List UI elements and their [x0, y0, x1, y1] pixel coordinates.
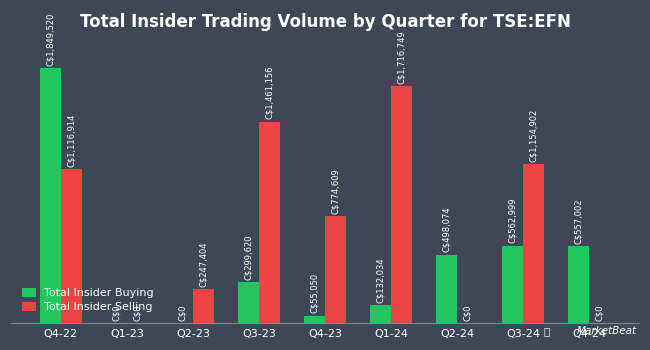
Title: Total Insider Trading Volume by Quarter for TSE:EFN: Total Insider Trading Volume by Quarter … [79, 13, 571, 30]
Text: C$247,404: C$247,404 [199, 241, 208, 287]
Bar [436, 254, 457, 323]
Bar [61, 169, 82, 323]
Bar [370, 305, 391, 323]
Bar [568, 246, 589, 323]
Text: C$132,034: C$132,034 [376, 257, 385, 303]
Bar [193, 289, 214, 323]
Legend: Total Insider Buying, Total Insider Selling: Total Insider Buying, Total Insider Sell… [17, 282, 160, 318]
Text: C$0: C$0 [178, 304, 187, 321]
Text: C$774,609: C$774,609 [331, 168, 340, 214]
Text: C$498,074: C$498,074 [442, 206, 451, 252]
Bar [304, 316, 325, 323]
Text: C$1,154,902: C$1,154,902 [529, 108, 538, 161]
Bar [40, 68, 61, 323]
Text: ⼿: ⼿ [543, 326, 549, 336]
Text: C$1,461,156: C$1,461,156 [265, 66, 274, 119]
Text: C$1,716,749: C$1,716,749 [397, 30, 406, 84]
Text: C$0: C$0 [463, 304, 472, 321]
Bar [391, 86, 412, 323]
Text: C$0: C$0 [133, 304, 142, 321]
Text: C$562,999: C$562,999 [508, 198, 517, 243]
Bar [325, 216, 346, 323]
Text: C$0: C$0 [112, 304, 121, 321]
Bar [238, 282, 259, 323]
Text: C$0: C$0 [595, 304, 604, 321]
Text: C$1,116,914: C$1,116,914 [67, 113, 76, 167]
Text: C$557,002: C$557,002 [574, 198, 583, 244]
Bar [502, 246, 523, 323]
Bar [523, 164, 544, 323]
Text: C$55,050: C$55,050 [310, 273, 319, 313]
Text: C$1,849,520: C$1,849,520 [46, 12, 55, 66]
Text: C$299,620: C$299,620 [244, 234, 253, 280]
Text: MarketBeat: MarketBeat [577, 326, 637, 336]
Bar [259, 122, 280, 323]
